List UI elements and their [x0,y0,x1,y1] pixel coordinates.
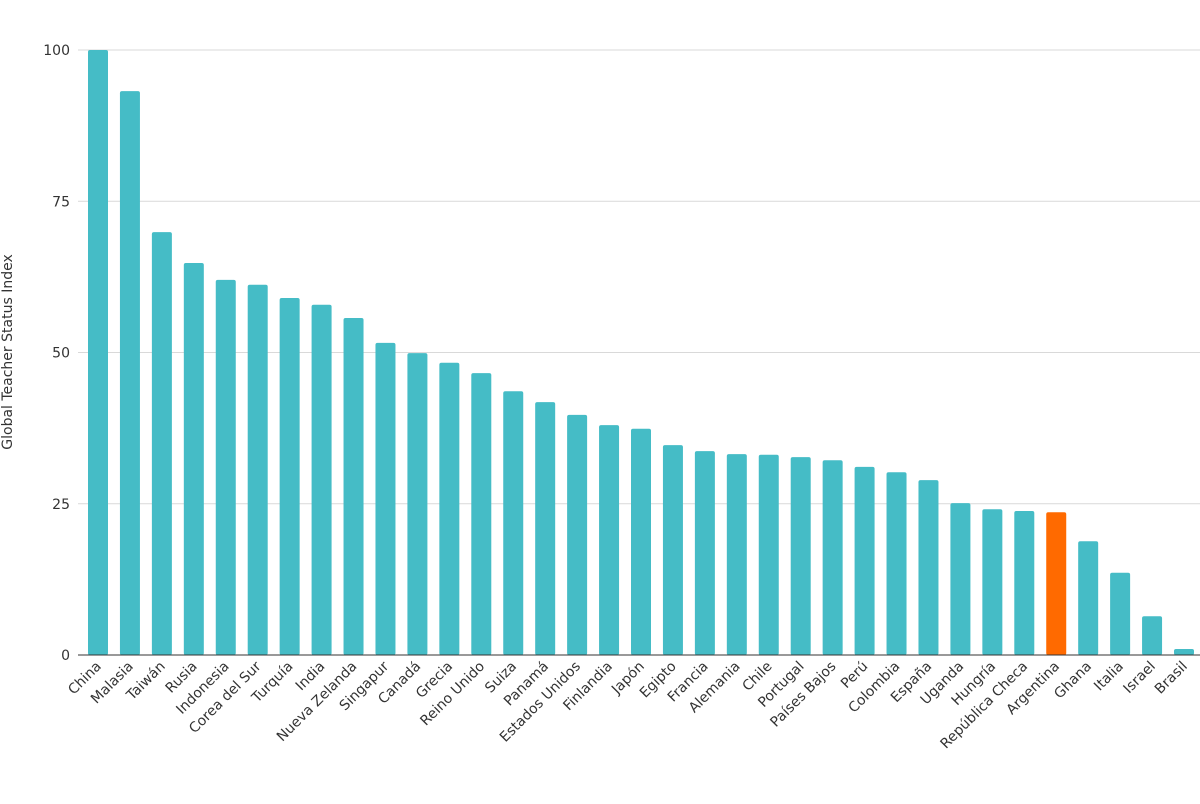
y-tick-label: 100 [43,43,70,59]
bar-reino-unido [471,373,492,655]
bar-egipto [662,445,683,655]
bar-israel [1142,616,1163,655]
bar-chile [758,454,779,655]
bar-argentina [1046,512,1067,655]
x-tick-label: Israel [1121,659,1159,697]
y-tick-label: 75 [52,194,70,210]
bar-italia [1110,572,1131,655]
bar-suiza [503,391,524,655]
bar-ghana [1078,541,1099,655]
bar-singapur [375,342,396,655]
bar-francia [694,451,715,655]
y-axis-ticks: 0 25 50 75 100 [43,43,70,664]
bar-malasia [119,91,140,655]
bar-grecia [439,362,460,655]
y-tick-label: 50 [52,346,70,362]
bar-perú [854,466,875,655]
bar-indonesia [215,279,236,655]
bar-india [311,304,332,655]
bar-panamá [535,402,556,655]
bar-uganda [950,503,971,655]
y-tick-label: 25 [52,497,70,513]
bar-turquía [279,298,300,655]
bar-finlandia [599,425,620,655]
bar-república-checa [1014,511,1035,655]
bar-corea-del-sur [247,284,268,655]
bar-taiwán [151,232,172,656]
bar-alemania [726,454,747,655]
bar-china [88,50,108,655]
bar-españa [918,480,939,655]
x-tick-label: Brasil [1152,659,1191,698]
bar-nueva-zelanda [343,318,364,655]
bar-portugal [790,457,811,655]
y-axis-label: Global Teacher Status Index [0,254,16,449]
bar-estados-unidos [567,414,588,655]
bar-canadá [407,353,428,655]
bar-japón [631,428,651,655]
bar-colombia [886,472,907,655]
bar-rusia [183,262,204,655]
bars [88,50,1194,656]
y-tick-label: 0 [61,648,70,664]
x-tick-label: Italia [1091,659,1127,695]
bar-hungría [982,509,1003,655]
bar-países-bajos [822,460,843,655]
bar-brasil [1174,648,1194,655]
